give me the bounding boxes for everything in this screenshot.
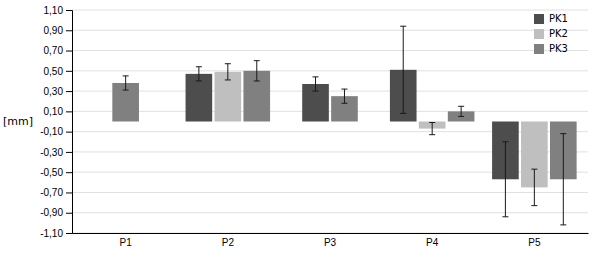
x-tick: P5 [528, 237, 541, 248]
y-tick-label: 0,90 [44, 25, 64, 36]
y-tick: -1,10 [40, 228, 72, 239]
y-tick-label: -0,30 [40, 147, 63, 158]
y-tick: -0,90 [40, 207, 72, 218]
grid-line [72, 192, 588, 193]
error-bar [429, 123, 435, 135]
y-tick-mark [66, 152, 72, 153]
y-tick: -0,70 [40, 187, 72, 198]
y-tick-label: 0,70 [44, 45, 64, 56]
y-tick-label: -1,10 [40, 228, 63, 239]
y-axis-line [66, 11, 73, 234]
legend-label: PK2 [549, 28, 568, 39]
error-bar [254, 61, 260, 81]
x-axis-line [73, 233, 589, 234]
error-bar [458, 106, 464, 116]
y-tick: 0,50 [44, 66, 72, 77]
y-tick-mark [66, 233, 72, 234]
error-bar [313, 77, 319, 91]
grid-line [72, 91, 588, 92]
y-tick: 0,70 [44, 45, 72, 56]
legend-swatch [534, 29, 544, 39]
y-tick: -0,10 [40, 126, 72, 137]
error-bar [341, 89, 347, 103]
error-bar [225, 64, 231, 80]
plot-area [112, 26, 576, 225]
grid-line [72, 212, 588, 213]
legend-label: PK1 [549, 13, 568, 24]
y-tick-label: -0,10 [40, 126, 63, 137]
y-tick-label: 0,50 [44, 66, 64, 77]
y-tick: 1,10 [44, 5, 72, 16]
chart: -1,10 -0,90 -0,70 -0,50 -0,30 -0,10 0,10 0,30 0,… [0, 0, 600, 259]
grid-line [72, 70, 588, 71]
y-tick-mark [66, 30, 72, 31]
y-tick-mark [66, 132, 72, 133]
x-tick: P2 [222, 237, 235, 248]
x-tick-label: P1 [120, 237, 133, 248]
x-tick: P4 [426, 237, 439, 248]
legend-swatch [534, 14, 544, 24]
error-bar [123, 76, 129, 90]
y-tick: -0,50 [40, 167, 72, 178]
legend-swatch [534, 44, 544, 54]
x-tick-label: P4 [426, 237, 439, 248]
y-tick-mark [66, 91, 72, 92]
y-tick-mark [66, 10, 72, 11]
error-bar [502, 142, 508, 217]
y-tick-label: -0,90 [40, 207, 63, 218]
y-tick-mark [66, 71, 72, 72]
legend-item: PK2 [534, 28, 568, 39]
y-tick-label: 0,30 [44, 86, 64, 97]
error-bar [400, 26, 406, 113]
legend-item: PK1 [534, 13, 568, 24]
error-bar [196, 67, 202, 81]
y-tick-mark [66, 213, 72, 214]
x-tick-label: P2 [222, 237, 235, 248]
x-axis: P1 P2 P3 P4 P5 [73, 234, 589, 249]
grid-line [72, 10, 588, 11]
y-tick-mark [66, 111, 72, 112]
y-tick-mark [66, 172, 72, 173]
x-tick-label: P3 [324, 237, 337, 248]
error-bar [560, 134, 566, 225]
y-tick: 0,90 [44, 25, 72, 36]
x-tick-label: P5 [528, 237, 541, 248]
y-tick-label: -0,50 [40, 167, 63, 178]
y-tick: 0,30 [44, 86, 72, 97]
legend: PK1 PK2 PK3 [534, 13, 568, 54]
error-bar [531, 169, 537, 205]
y-tick: 0,10 [44, 106, 72, 117]
grid-line [72, 30, 588, 31]
y-tick-mark [66, 192, 72, 193]
y-axis-title: [mm] [3, 115, 33, 128]
y-axis: -1,10 -0,90 -0,70 -0,50 -0,30 -0,10 0,10 0,30 0,… [40, 5, 72, 239]
x-tick: P3 [324, 237, 337, 248]
legend-label: PK3 [549, 43, 568, 54]
x-tick: P1 [120, 237, 133, 248]
grid [72, 10, 588, 233]
grid-line [72, 50, 588, 51]
grid-line [72, 233, 588, 234]
y-tick-label: 1,10 [44, 5, 64, 16]
y-tick-mark [66, 51, 72, 52]
grid-line [72, 111, 588, 112]
y-tick: -0,30 [40, 147, 72, 158]
legend-item: PK3 [534, 43, 568, 54]
y-tick-label: 0,10 [44, 106, 64, 117]
y-tick-label: -0,70 [40, 187, 63, 198]
